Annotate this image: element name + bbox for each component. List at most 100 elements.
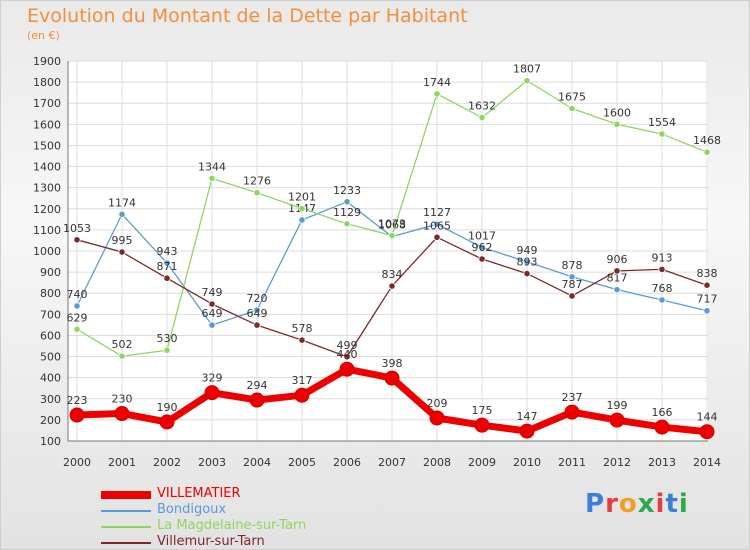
data-label: 962 xyxy=(472,241,493,254)
legend-label: Villemur-sur-Tarn xyxy=(157,534,265,549)
data-point xyxy=(388,282,396,290)
y-tick-label: 1500 xyxy=(33,139,61,152)
data-point xyxy=(523,258,531,266)
data-label: 1174 xyxy=(108,196,136,209)
y-tick-label: 1900 xyxy=(33,55,61,68)
data-label: 398 xyxy=(382,357,403,370)
data-label: 230 xyxy=(112,393,133,406)
data-label: 1632 xyxy=(468,100,496,113)
data-label: 175 xyxy=(472,404,493,417)
data-label: 913 xyxy=(652,251,673,264)
data-label: 1073 xyxy=(378,218,406,231)
data-point xyxy=(118,210,126,218)
data-point xyxy=(163,274,171,282)
x-tick-label: 2006 xyxy=(333,456,361,469)
legend-label: VILLEMATIER xyxy=(157,486,241,501)
data-point xyxy=(433,220,441,228)
legend-swatch xyxy=(101,491,151,499)
chart-title: Evolution du Montant de la Dette par Hab… xyxy=(27,5,468,27)
legend-swatch xyxy=(101,542,151,544)
data-label: 949 xyxy=(517,244,538,257)
data-label: 530 xyxy=(157,332,178,345)
data-point xyxy=(523,77,531,85)
data-label: 1807 xyxy=(513,63,541,76)
data-point xyxy=(73,325,81,333)
data-point xyxy=(204,385,220,401)
data-point xyxy=(703,307,711,315)
data-point xyxy=(208,300,216,308)
legend-label: Bondigoux xyxy=(157,502,227,517)
data-point xyxy=(658,265,666,273)
data-label: 1053 xyxy=(63,222,91,235)
data-point xyxy=(568,292,576,300)
data-label: 749 xyxy=(202,286,223,299)
data-point xyxy=(474,417,490,433)
x-tick-label: 2001 xyxy=(108,456,136,469)
data-point xyxy=(253,321,261,329)
data-point xyxy=(613,120,621,128)
data-label: 1744 xyxy=(423,76,451,89)
data-label: 199 xyxy=(607,399,628,412)
data-label: 223 xyxy=(67,394,88,407)
data-point xyxy=(609,412,625,428)
data-label: 629 xyxy=(67,311,88,324)
x-tick-label: 2002 xyxy=(153,456,181,469)
data-label: 943 xyxy=(157,245,178,258)
data-label: 834 xyxy=(382,268,403,281)
data-label: 717 xyxy=(697,293,718,306)
data-label: 649 xyxy=(202,307,223,320)
x-tick-label: 2005 xyxy=(288,456,316,469)
y-tick-label: 1800 xyxy=(33,76,61,89)
data-point xyxy=(523,269,531,278)
data-label: 1344 xyxy=(198,160,226,173)
data-label: 1675 xyxy=(558,91,586,104)
data-label: 1233 xyxy=(333,184,361,197)
y-tick-label: 1400 xyxy=(33,161,61,174)
data-label: 720 xyxy=(247,292,268,305)
data-label: 440 xyxy=(337,348,358,361)
data-point xyxy=(159,414,175,430)
y-tick-label: 300 xyxy=(40,393,61,406)
data-point xyxy=(699,424,715,440)
data-label: 237 xyxy=(562,391,583,404)
data-label: 317 xyxy=(292,374,313,387)
data-point xyxy=(298,216,306,224)
data-point xyxy=(298,336,306,344)
y-tick-label: 200 xyxy=(40,414,61,427)
data-point xyxy=(703,148,711,156)
data-point xyxy=(658,296,666,304)
y-tick-label: 500 xyxy=(40,351,61,364)
data-point xyxy=(658,130,666,138)
data-label: 893 xyxy=(517,256,538,269)
data-label: 1201 xyxy=(288,191,316,204)
data-point xyxy=(568,273,576,281)
data-point xyxy=(654,419,670,435)
x-tick-label: 2000 xyxy=(63,456,91,469)
data-point xyxy=(73,302,81,310)
data-point xyxy=(478,255,486,263)
data-point xyxy=(163,346,171,354)
y-tick-label: 1700 xyxy=(33,97,61,110)
data-point xyxy=(429,410,445,426)
data-point xyxy=(343,198,351,206)
data-label: 1017 xyxy=(468,229,496,242)
data-label: 1127 xyxy=(423,206,451,219)
y-tick-label: 700 xyxy=(40,308,61,321)
series-la-magdelaine-sur-tarn: 629 502 530 1344 1276 1201 1129 1073 1744 1632 180… xyxy=(67,63,721,360)
series-villematier: 223 230 190 329 294 317 440 398 209 175 147 237 199 1… xyxy=(67,348,718,440)
data-point xyxy=(613,267,621,275)
legend-swatch xyxy=(101,526,151,528)
data-point xyxy=(208,321,216,329)
x-tick-label: 2004 xyxy=(243,456,271,469)
data-point xyxy=(433,233,441,241)
data-point xyxy=(478,113,486,122)
x-tick-label: 2011 xyxy=(558,456,586,469)
data-point xyxy=(114,406,130,422)
data-point xyxy=(118,352,126,360)
chart-unit: (en €) xyxy=(27,29,60,42)
data-label: 502 xyxy=(112,338,133,351)
data-label: 906 xyxy=(607,253,628,266)
x-tick-label: 2010 xyxy=(513,456,541,469)
